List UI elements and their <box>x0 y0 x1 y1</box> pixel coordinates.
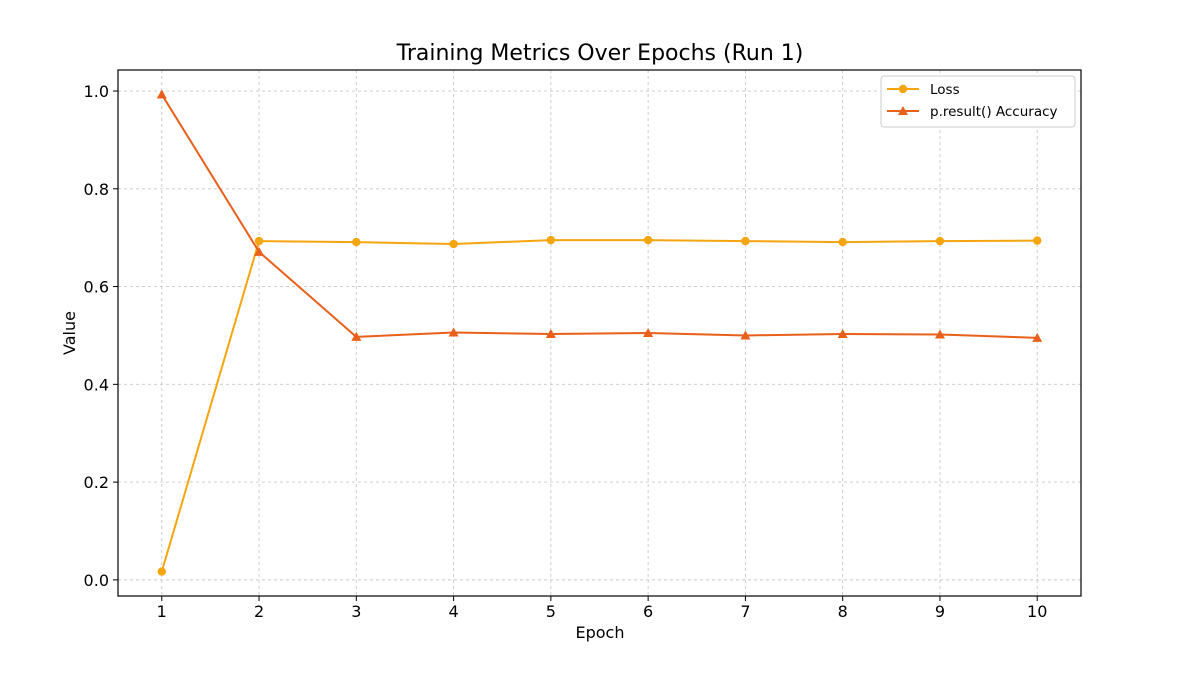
y-tick-label: 0.6 <box>84 278 109 297</box>
series-line <box>160 239 1038 572</box>
plot-frame <box>117 69 1082 597</box>
x-tick-label: 8 <box>838 602 848 621</box>
x-tick-label: 9 <box>935 602 945 621</box>
legend-marker <box>898 84 908 94</box>
legend-label: Loss <box>930 82 960 98</box>
legend-marker <box>898 106 908 115</box>
data-point-triangle <box>934 329 945 339</box>
data-point-triangle <box>156 89 167 99</box>
x-tick-label: 1 <box>157 602 167 621</box>
series-line <box>160 93 1038 339</box>
y-tick-label: 1.0 <box>84 82 109 101</box>
y-tick-label: 0.2 <box>84 473 109 492</box>
y-tick-label: 0.4 <box>84 375 109 394</box>
data-point-triangle <box>740 330 751 340</box>
data-point-circle <box>352 237 361 247</box>
x-tick-label: 7 <box>740 602 750 621</box>
y-axis-label: Value <box>60 311 79 355</box>
legend-label: p.result() Accuracy <box>930 104 1058 120</box>
legend: Loss p.result() Accuracy <box>880 75 1076 128</box>
x-tick-label: 2 <box>254 602 264 621</box>
x-tick-label: 3 <box>351 602 361 621</box>
x-tick-label: 10 <box>1027 602 1047 621</box>
x-tick-label: 4 <box>448 602 458 621</box>
series-loss <box>157 235 1042 576</box>
data-point-circle <box>935 236 945 246</box>
data-point-circle <box>546 235 556 245</box>
data-point-circle <box>449 239 458 249</box>
chart-title: Training Metrics Over Epochs (Run 1) <box>396 41 804 66</box>
legend-box <box>880 75 1076 128</box>
data-point-triangle <box>545 328 556 338</box>
x-axis: 1 2 3 4 5 6 7 8 9 10 <box>157 596 1047 621</box>
data-point-triangle <box>448 327 459 337</box>
x-axis-label: Epoch <box>576 623 625 642</box>
data-point-circle <box>838 237 847 247</box>
y-axis: 0.0 0.2 0.4 0.6 0.8 1.0 <box>84 82 118 590</box>
legend-item: Loss <box>887 82 960 98</box>
grid <box>118 70 1081 596</box>
legend-item: p.result() Accuracy <box>887 104 1058 120</box>
data-point-circle <box>643 235 653 245</box>
data-point-triangle <box>254 246 265 256</box>
x-tick-label: 5 <box>546 602 556 621</box>
data-point-triangle <box>351 331 362 341</box>
y-tick-label: 0.0 <box>84 571 109 590</box>
series-layer <box>156 89 1043 576</box>
data-point-triangle <box>643 328 654 337</box>
data-point-circle <box>254 236 264 246</box>
y-tick-label: 0.8 <box>84 180 109 199</box>
data-point-circle <box>1033 236 1042 245</box>
data-point-triangle <box>1032 332 1043 342</box>
data-point-triangle <box>837 328 848 338</box>
x-tick-label: 6 <box>643 602 653 621</box>
series-accuracy <box>156 89 1043 342</box>
data-point-circle <box>157 567 166 576</box>
data-point-circle <box>741 236 750 246</box>
